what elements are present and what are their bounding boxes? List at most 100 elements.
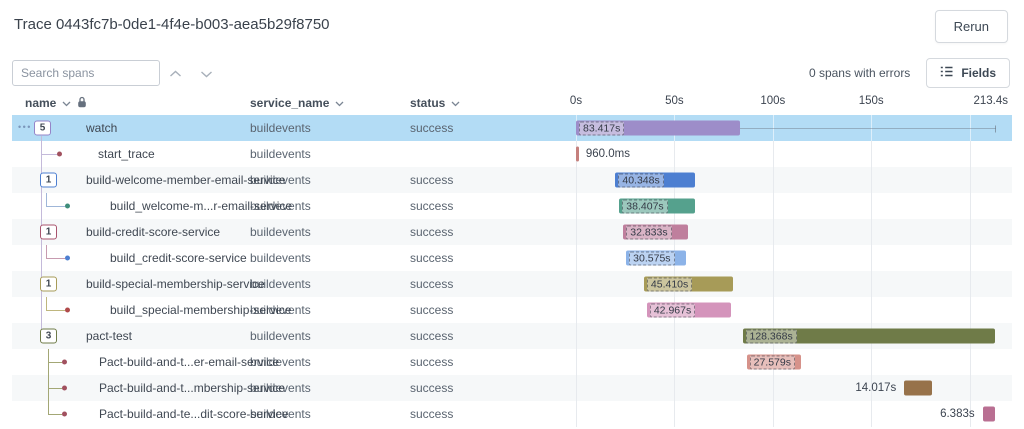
gridline xyxy=(576,349,577,375)
trace-row[interactable]: 3 pact-test buildevents success 128.368s xyxy=(12,323,1012,349)
expand-toggle-button[interactable]: 1 xyxy=(40,224,57,240)
trace-row[interactable]: Pact-build-and-te...dit-score-service bui… xyxy=(12,401,1012,427)
span-service: buildevents xyxy=(250,407,311,421)
axis-tick-label: 100s xyxy=(760,95,786,107)
span-status: success xyxy=(410,277,454,291)
gridline xyxy=(969,115,971,141)
tree-connector-line xyxy=(41,245,42,271)
timeline-track: 6.383s xyxy=(576,401,996,427)
gridline xyxy=(969,193,971,219)
span-service: buildevents xyxy=(250,355,311,369)
gridline xyxy=(871,349,873,375)
fields-button[interactable]: Fields xyxy=(926,58,1010,88)
tree-connector-line xyxy=(46,206,65,207)
span-bar[interactable]: 32.833s xyxy=(623,224,688,240)
tree-connector-line xyxy=(46,258,65,259)
span-service: buildevents xyxy=(250,277,311,291)
span-status: success xyxy=(410,251,454,265)
span-name: build-special-membership-service xyxy=(86,277,265,291)
column-header-name[interactable]: name xyxy=(12,96,250,111)
timeline-track: 27.579s xyxy=(576,349,996,375)
gridline xyxy=(871,141,873,167)
axis-end-label: 213.4s xyxy=(973,95,1008,107)
span-name: build-welcome-member-email-service xyxy=(86,173,286,187)
trace-row[interactable]: build_special-membership-service buildeve… xyxy=(12,297,1012,323)
gridline xyxy=(772,167,774,193)
span-duration-label: 6.383s xyxy=(940,408,975,420)
gridline xyxy=(969,297,971,323)
span-timeline-cell: 128.368s xyxy=(560,323,1012,349)
span-service: buildevents xyxy=(250,225,311,239)
expand-toggle-button[interactable]: 5 xyxy=(34,120,51,136)
tree-connector-line xyxy=(48,414,62,415)
trace-row[interactable]: ••• 5 watch buildevents success 83.417s xyxy=(12,115,1012,141)
chevron-up-icon xyxy=(169,66,182,81)
tree-connector-line xyxy=(41,154,57,155)
span-name: Pact-build-and-t...er-email-service xyxy=(99,355,280,369)
chevron-down-icon xyxy=(62,96,71,110)
search-input[interactable] xyxy=(12,60,160,86)
expand-toggle-button[interactable]: 1 xyxy=(40,172,57,188)
trace-row[interactable]: Pact-build-and-t...er-email-service build… xyxy=(12,349,1012,375)
column-header-service-name[interactable]: service_name xyxy=(250,96,410,110)
expand-toggle-button[interactable]: 1 xyxy=(40,276,57,292)
span-bar[interactable]: 27.579s xyxy=(746,354,801,370)
timeline-track: 32.833s xyxy=(576,219,996,245)
trace-row[interactable]: start_trace buildevents 960.0ms xyxy=(12,141,1012,167)
span-name-cell: Pact-build-and-te...dit-score-service xyxy=(12,401,288,427)
trace-row[interactable]: Pact-build-and-t...mbership-service build… xyxy=(12,375,1012,401)
tree-connector-line xyxy=(48,388,62,389)
expand-toggle-button[interactable]: 3 xyxy=(40,328,57,344)
span-bar[interactable] xyxy=(576,146,579,162)
rerun-button[interactable]: Rerun xyxy=(934,10,1008,43)
span-leaf-dot xyxy=(62,411,67,417)
gridline xyxy=(871,219,873,245)
fields-list-icon xyxy=(940,66,953,80)
toolbar: 0 spans with errors Fields xyxy=(0,45,1024,88)
span-bar[interactable] xyxy=(982,406,996,422)
span-name: build_welcome-m...r-email-service xyxy=(110,199,293,213)
gridline xyxy=(576,323,577,349)
span-service: buildevents xyxy=(250,381,311,395)
span-bar[interactable]: 45.410s xyxy=(643,276,734,292)
gridline xyxy=(871,115,873,141)
previous-match-button[interactable] xyxy=(160,64,191,83)
next-match-button[interactable] xyxy=(191,64,222,83)
span-timeline-cell: 27.579s xyxy=(560,349,1012,375)
trace-row[interactable]: build_credit-score-service buildevents suc… xyxy=(12,245,1012,271)
span-bar[interactable]: 30.575s xyxy=(626,250,687,266)
span-bar[interactable]: 42.967s xyxy=(646,302,732,318)
span-service: buildevents xyxy=(250,121,311,135)
trace-row[interactable]: 1 build-credit-score-service buildevents su… xyxy=(12,219,1012,245)
span-status: success xyxy=(410,381,454,395)
tree-connector-line xyxy=(46,193,47,206)
span-bar[interactable]: 83.417s xyxy=(576,120,741,136)
span-bar[interactable]: 128.368s xyxy=(742,328,996,344)
span-status: success xyxy=(410,173,454,187)
trace-row[interactable]: 1 build-special-membership-service buildev… xyxy=(12,271,1012,297)
span-timeline-cell: 42.967s xyxy=(560,297,1012,323)
span-status: success xyxy=(410,225,454,239)
trace-row[interactable]: 1 build-welcome-member-email-service build… xyxy=(12,167,1012,193)
axis-tick-label: 50s xyxy=(665,95,684,107)
gridline xyxy=(969,141,971,167)
span-name-cell: 1 build-credit-score-service xyxy=(12,219,250,245)
span-bar[interactable]: 38.407s xyxy=(619,198,695,214)
span-name: Pact-build-and-t...mbership-service xyxy=(99,381,286,395)
span-bar[interactable] xyxy=(904,380,932,396)
span-duration-label: 32.833s xyxy=(626,225,672,239)
span-bar[interactable]: 40.348s xyxy=(615,172,695,188)
span-leaf-dot xyxy=(62,385,67,391)
timeline-track: 42.967s xyxy=(576,297,996,323)
gridline xyxy=(772,141,774,167)
span-name-cell: build_special-membership-service xyxy=(12,297,291,323)
row-actions-icon[interactable]: ••• xyxy=(18,122,32,133)
trace-row[interactable]: build_welcome-m...r-email-service buildev… xyxy=(12,193,1012,219)
gridline xyxy=(576,401,577,427)
span-service: buildevents xyxy=(250,329,311,343)
trace-rows: ••• 5 watch buildevents success 83.417s start_… xyxy=(0,115,1024,427)
span-status: success xyxy=(410,303,454,317)
column-header-status[interactable]: status xyxy=(410,96,560,110)
span-status: success xyxy=(410,407,454,421)
gridline xyxy=(871,375,873,401)
